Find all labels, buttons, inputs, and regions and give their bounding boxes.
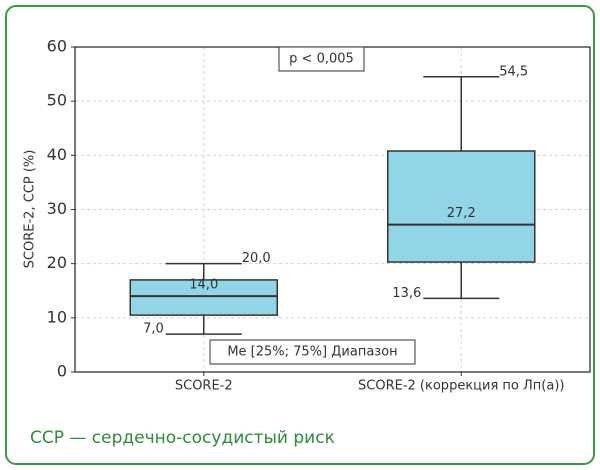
annotation: p < 0,005: [289, 52, 354, 67]
y-axis-label: SCORE-2, ССР (%): [23, 150, 38, 269]
y-tick-label: 50: [47, 91, 67, 110]
y-tick-label: 10: [47, 307, 67, 326]
value-label: 13,6: [392, 286, 421, 301]
value-label: 27,2: [447, 206, 476, 221]
value-label: 7,0: [143, 322, 164, 337]
frame: [5, 5, 595, 465]
box: [387, 150, 536, 263]
footnote: ССР — сердечно-сосудистый риск: [30, 428, 335, 448]
x-tick-label: SCORE-2 (коррекция по Лп(а)): [358, 379, 564, 394]
annotation-box: [209, 339, 416, 365]
y-tick-label: 20: [47, 253, 67, 272]
value-label: 14,0: [189, 278, 218, 293]
annotation: Me [25%; 75%] Диапазон: [227, 345, 397, 360]
y-tick-label: 60: [47, 37, 67, 56]
annotation-box: [278, 46, 365, 72]
box: [129, 279, 278, 316]
value-label: 54,5: [499, 64, 528, 79]
x-tick-label: SCORE-2: [175, 379, 233, 394]
y-tick-label: 40: [47, 145, 67, 164]
y-tick-label: 30: [47, 199, 67, 218]
value-label: 20,0: [242, 251, 271, 266]
y-tick-label: 0: [57, 362, 67, 381]
